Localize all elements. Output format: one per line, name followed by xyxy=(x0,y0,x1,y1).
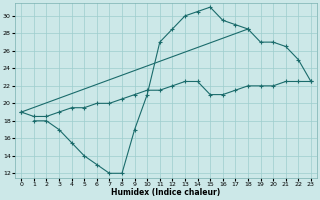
X-axis label: Humidex (Indice chaleur): Humidex (Indice chaleur) xyxy=(111,188,221,197)
